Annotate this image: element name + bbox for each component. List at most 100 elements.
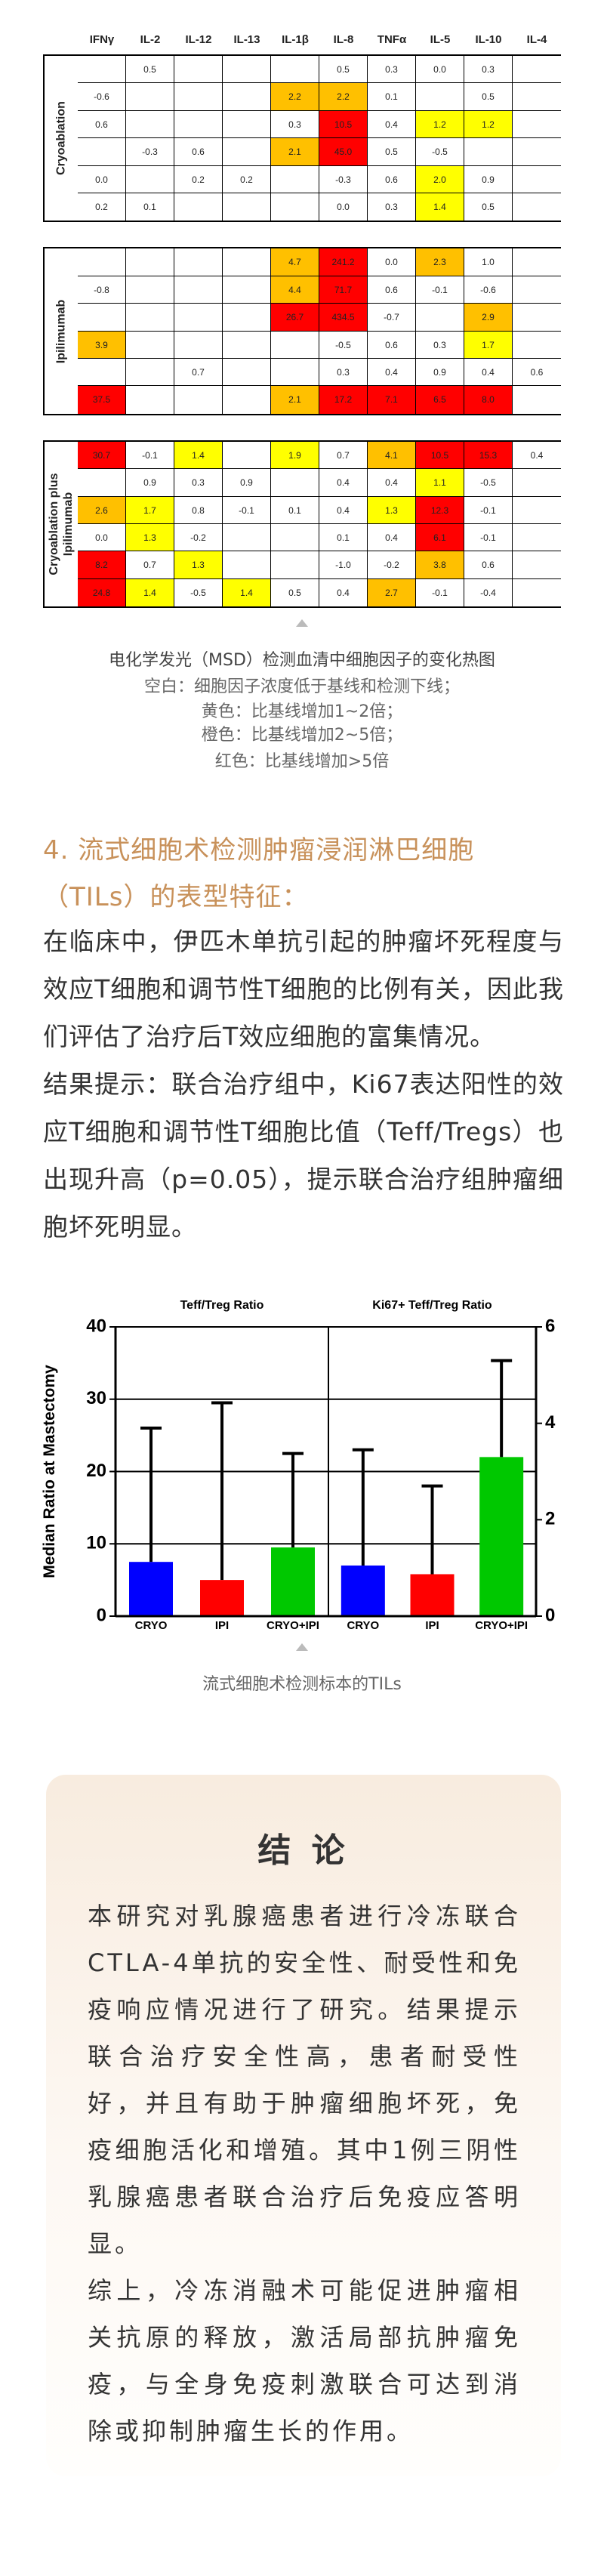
heatmap-cell: -0.5 <box>174 578 223 607</box>
group-label: Cryoablation plus Ipilimumab <box>48 473 75 575</box>
x-tick-label: IPI <box>215 1619 229 1632</box>
heatmap-cell: 4.1 <box>368 441 416 470</box>
heatmap-cell: 45.0 <box>319 138 368 166</box>
heatmap-cell <box>174 56 223 84</box>
bar <box>479 1457 524 1616</box>
heatmap-cell: 1.2 <box>464 110 513 139</box>
heatmap-cell: 0.0 <box>319 193 368 221</box>
heatmap-cell: 0.3 <box>271 110 319 139</box>
heatmap-group: Cryoablation plus Ipilimumab 30.7 -0.1 1.4 1… <box>43 440 561 609</box>
bar <box>271 1547 315 1616</box>
heatmap-cell <box>223 110 271 139</box>
column-header: IL-2 <box>140 33 161 46</box>
paragraph: 在临床中，伊匹木单抗引起的肿瘤坏死程度与效应T细胞和调节性T细胞的比例有关，因此… <box>43 927 564 1051</box>
heatmap-cell: 0.4 <box>368 469 416 497</box>
heatmap-cell: 1.2 <box>416 110 464 139</box>
heatmap-cell: 0.3 <box>174 469 223 497</box>
heatmap-cell: 0.7 <box>174 358 223 387</box>
heatmap-cell: 0.5 <box>126 56 174 84</box>
section-heading: 4. 流式细胞术检测肿瘤浸润淋巴细胞（TILs）的表型特征： <box>43 835 475 912</box>
heatmap-cell: 2.3 <box>416 248 464 276</box>
heatmap-cell: 0.1 <box>126 193 174 221</box>
heatmap-cell: -0.5 <box>416 138 464 166</box>
heatmap-cell: 6.1 <box>416 523 464 552</box>
heatmap-cell <box>223 248 271 276</box>
heatmap-cell: -0.6 <box>464 276 513 304</box>
legend-line: 黄色：比基线增加1~2倍； <box>201 702 403 721</box>
heatmap-cell <box>223 56 271 84</box>
heatmap-cell <box>513 523 561 552</box>
conclusion-text: 本研究对乳腺癌患者进行冷冻联合CTLA-4单抗的安全性、耐受性和免疫响应情况进行… <box>88 1893 521 2454</box>
heatmap-cell: 0.0 <box>368 248 416 276</box>
y-tick-label: 20 <box>86 1461 106 1481</box>
heatmap-cell: 2.2 <box>319 83 368 111</box>
heatmap-cell <box>174 248 223 276</box>
group-label: Cryoablation <box>54 101 68 176</box>
heatmap-cell <box>174 193 223 221</box>
heatmap-cell: 0.9 <box>126 469 174 497</box>
heatmap-cell: 0.3 <box>416 331 464 359</box>
heatmap-cell: -0.8 <box>78 276 126 304</box>
heatmap-cell: 0.6 <box>78 110 126 139</box>
y2-tick-label: 6 <box>545 1316 555 1336</box>
heatmap-cell: 0.7 <box>319 441 368 470</box>
heatmap-cell: 4.4 <box>271 276 319 304</box>
x-tick-label: IPI <box>425 1619 439 1632</box>
heatmap-cell: 1.4 <box>126 578 174 607</box>
heatmap-cell: 0.1 <box>271 496 319 524</box>
heatmap-cell: 10.5 <box>319 110 368 139</box>
heatmap-cell: 30.7 <box>78 441 126 470</box>
heatmap-cell <box>513 110 561 139</box>
legend-line: 空白：细胞因子浓度低于基线和检测下线； <box>143 677 460 696</box>
heatmap-cell <box>126 83 174 111</box>
heatmap-cell: 0.6 <box>174 138 223 166</box>
paragraph: 结果提示：联合治疗组中，Ki67表达阳性的效应T细胞和调节性T细胞比值（Teff… <box>43 1069 564 1242</box>
heatmap-cell: -0.1 <box>464 496 513 524</box>
heatmap-cell: 0.0 <box>78 165 126 193</box>
column-header: IL-8 <box>333 33 354 46</box>
heatmap-cell <box>271 551 319 579</box>
heatmap-group: Cryoablation 0.5 0.5 0.3 0.0 0.3 -0.6 2.2 2.2 0.1… <box>43 54 561 223</box>
y-axis-title: Median Ratio at Mastectomy <box>41 1365 58 1578</box>
column-header: TNFα <box>377 33 407 46</box>
column-header: IFNγ <box>89 33 115 46</box>
bar <box>410 1574 455 1616</box>
heatmap-cell: 0.1 <box>319 523 368 552</box>
heatmap-cell: 15.3 <box>464 441 513 470</box>
heatmap-cell: 0.3 <box>319 358 368 387</box>
heatmap-cell <box>223 304 271 332</box>
heatmap-cell <box>513 386 561 414</box>
column-header: IL-1β <box>282 33 309 46</box>
heatmap-cell <box>78 138 126 166</box>
caption-title: 电化学发光（MSD）检测血清中细胞因子的变化热图 <box>109 651 495 670</box>
heatmap-cell: 1.4 <box>223 578 271 607</box>
heatmap-cell: -0.3 <box>126 138 174 166</box>
heatmap-cell <box>78 304 126 332</box>
group-label-cell: Cryoablation plus Ipilimumab <box>45 441 79 607</box>
heatmap-cell: 0.3 <box>368 193 416 221</box>
group-label-cell: Cryoablation <box>45 56 79 221</box>
heatmap-cell: 0.6 <box>464 551 513 579</box>
bar <box>341 1565 385 1616</box>
heatmap-cell <box>174 304 223 332</box>
heatmap-cell <box>271 469 319 497</box>
heatmap-cell <box>174 83 223 111</box>
heatmap-cell <box>126 358 174 387</box>
panel-title: Ki67+ Teff/Treg Ratio <box>372 1299 492 1312</box>
heatmap-cell <box>513 248 561 276</box>
y2-tick-label: 0 <box>545 1605 555 1625</box>
heatmap-cell <box>271 358 319 387</box>
conclusion-title: 结 论 <box>257 1831 350 1870</box>
heatmap-cell: -0.1 <box>223 496 271 524</box>
heatmap-cell <box>513 331 561 359</box>
heatmap-cell <box>513 83 561 111</box>
y-tick-label: 10 <box>86 1533 106 1553</box>
heatmap-cell <box>416 304 464 332</box>
heatmap-cell: 0.4 <box>464 358 513 387</box>
heatmap-cell: 1.3 <box>368 496 416 524</box>
heatmap-cell: 37.5 <box>78 386 126 414</box>
heatmap-cell: -0.1 <box>126 441 174 470</box>
heatmap-cell: 1.1 <box>416 469 464 497</box>
heatmap-cell: -0.6 <box>78 83 126 111</box>
